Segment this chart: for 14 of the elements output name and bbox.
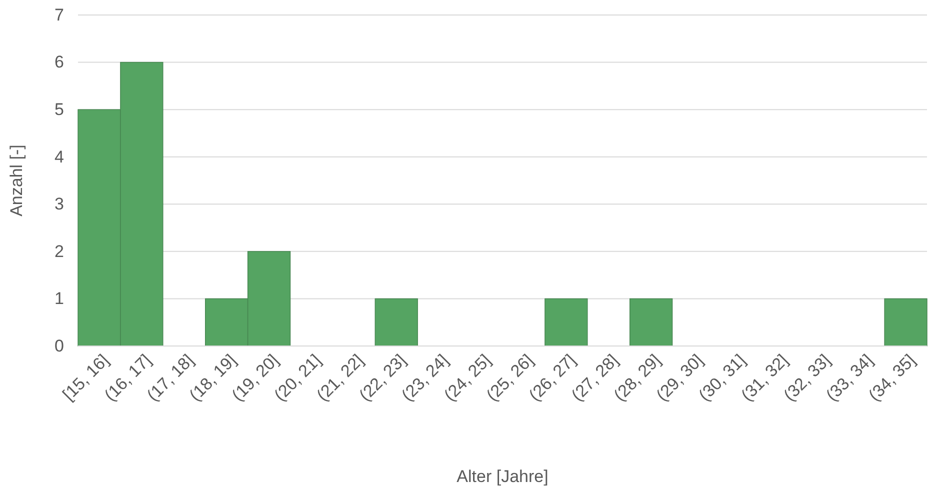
y-tick-label: 6 (54, 52, 64, 72)
bar (544, 298, 588, 346)
y-tick-label: 4 (54, 147, 64, 166)
bar (374, 298, 418, 346)
bar (884, 298, 928, 346)
x-axis-title: Alter [Jahre] (456, 467, 548, 486)
y-tick-label: 0 (54, 336, 64, 356)
y-tick-label: 2 (54, 242, 64, 261)
y-tick-label: 3 (54, 194, 64, 214)
y-tick-label: 1 (54, 289, 64, 308)
y-tick-label: 7 (54, 5, 64, 24)
y-tick-label: 5 (54, 100, 64, 120)
bar (630, 298, 673, 346)
y-axis-title: Anzahl [-] (7, 144, 26, 216)
